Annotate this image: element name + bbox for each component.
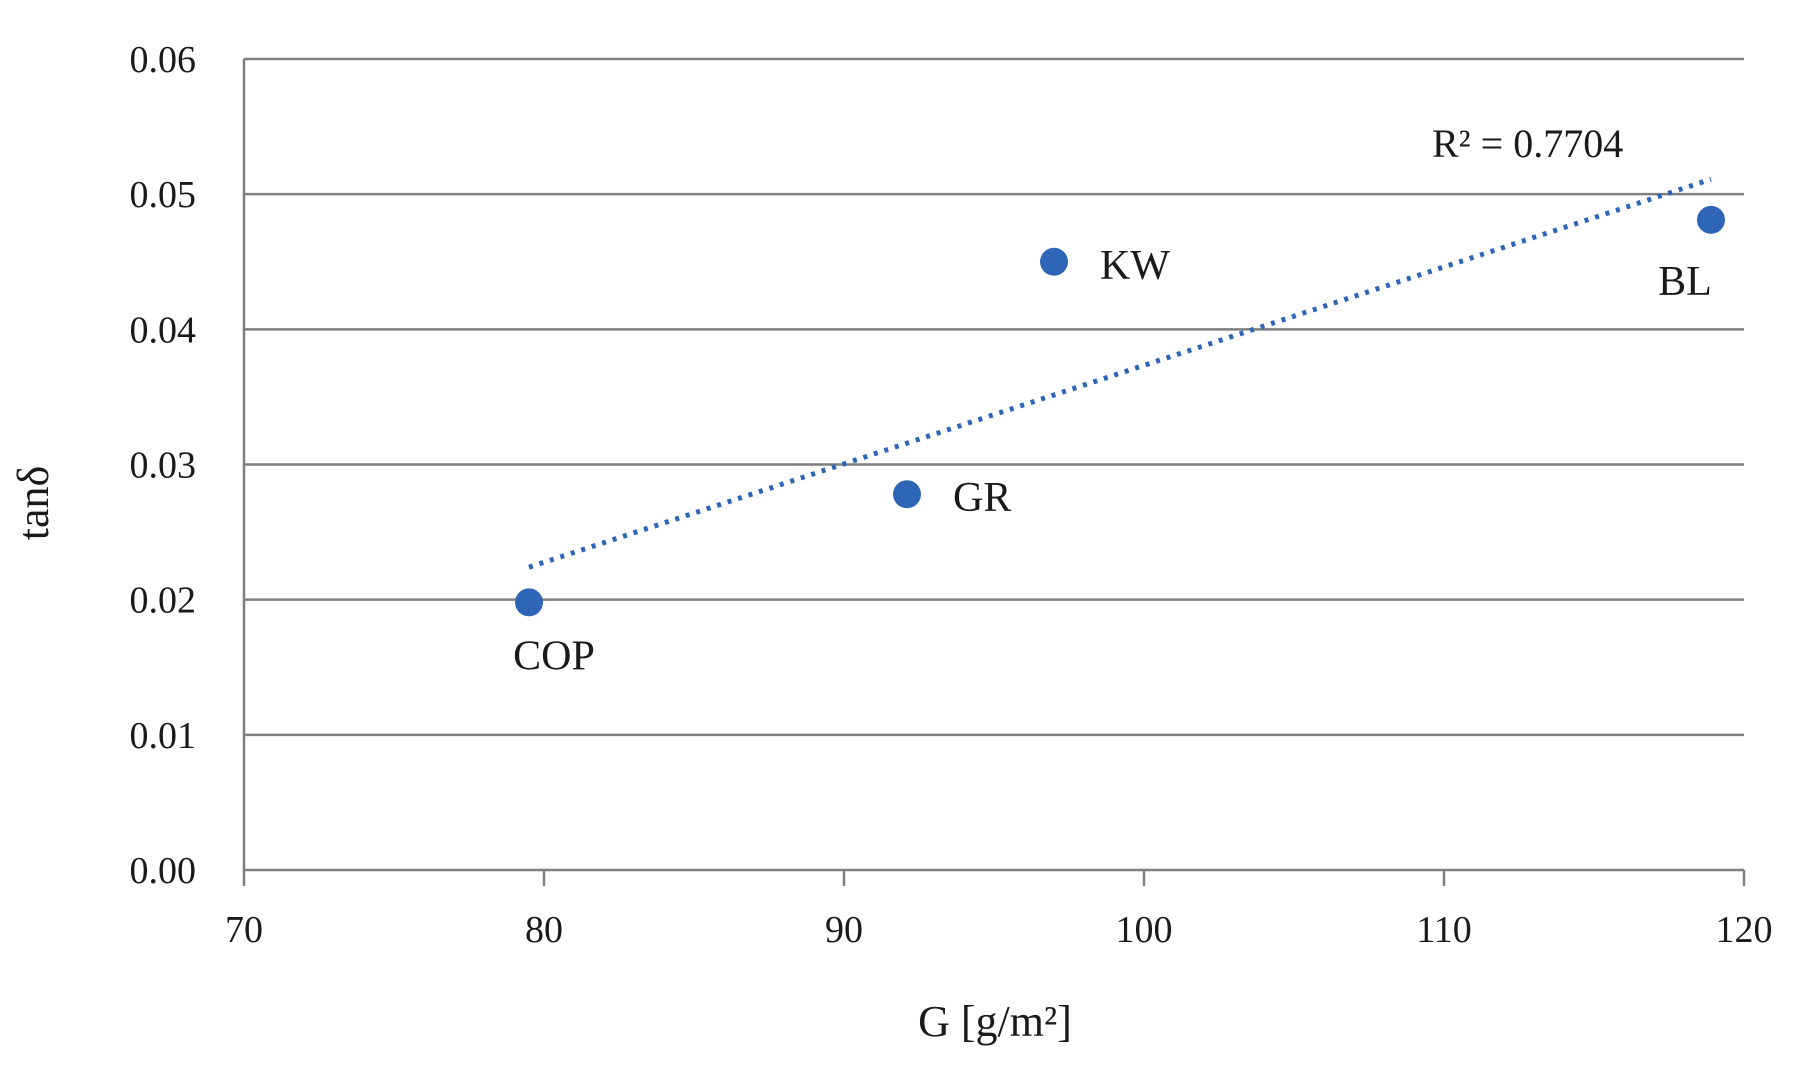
y-tick-label: 0.06 (130, 39, 197, 81)
data-point-gr (893, 480, 921, 509)
gridlines (244, 57, 1744, 737)
x-tick-label: 100 (1116, 909, 1173, 951)
data-point-bl (1697, 205, 1725, 234)
point-label-cop: COP (513, 633, 595, 679)
point-label-bl: BL (1658, 259, 1712, 305)
y-tick-label: 0.01 (130, 715, 197, 757)
y-axis-title: tanδ (9, 466, 58, 541)
x-tick-label: 80 (525, 909, 563, 951)
x-tick-label: 90 (825, 909, 863, 951)
x-tick-label: 70 (225, 909, 263, 951)
y-tick-labels: 0.00 0.01 0.02 0.03 0.04 0.05 0.06 (130, 39, 197, 892)
y-tick-label: 0.02 (130, 580, 197, 622)
point-label-kw: KW (1100, 243, 1170, 289)
x-tick-label: 120 (1716, 909, 1773, 951)
data-points (515, 205, 1725, 617)
x-axis-title: G [g/m²] (918, 997, 1072, 1046)
axes (242, 59, 1746, 886)
y-tick-label: 0.03 (130, 445, 197, 487)
x-tick-labels: 70 80 90 100 110 120 (225, 909, 1773, 951)
point-label-gr: GR (953, 475, 1011, 521)
data-point-cop (515, 588, 543, 617)
data-point-kw (1040, 247, 1068, 276)
x-tick-label: 110 (1416, 909, 1472, 951)
y-tick-label: 0.04 (130, 309, 197, 351)
y-tick-label: 0.00 (130, 850, 197, 892)
point-labels: COP GR KW BL (513, 243, 1712, 680)
trendline (528, 176, 1712, 570)
y-tick-label: 0.05 (130, 174, 197, 216)
trendline-group (528, 176, 1712, 570)
r-squared-annotation: R² = 0.7704 (1432, 121, 1623, 166)
